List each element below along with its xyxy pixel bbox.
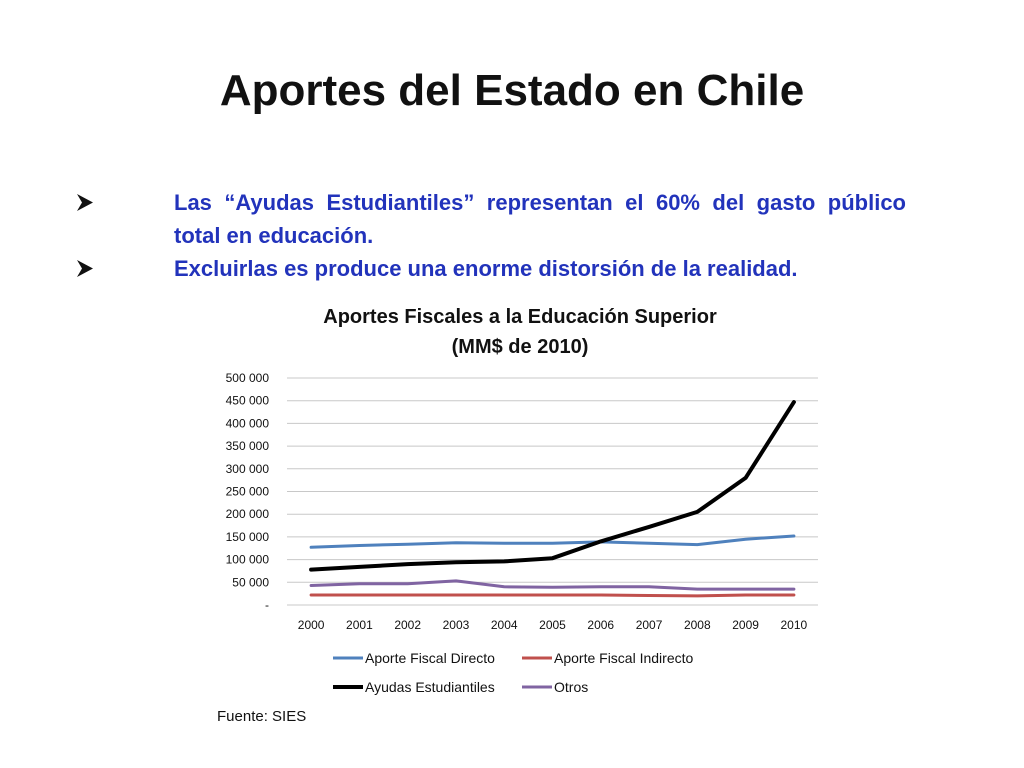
- legend-label: Aporte Fiscal Indirecto: [554, 650, 693, 666]
- x-tick-label: 2009: [732, 618, 759, 632]
- series-line: [309, 579, 796, 591]
- bullet-item: Las “Ayudas Estudiantiles” representan e…: [70, 186, 906, 252]
- source-note: Fuente: SIES: [217, 708, 307, 725]
- x-tick-label: 2010: [781, 618, 808, 632]
- x-tick-label: 2008: [684, 618, 711, 632]
- arrowhead-bullet-icon: [77, 260, 93, 277]
- x-tick-label: 2003: [443, 618, 470, 632]
- bullet-text: Las “Ayudas Estudiantiles” representan e…: [174, 190, 906, 248]
- series-line: [309, 593, 796, 598]
- legend-label: Otros: [554, 679, 588, 695]
- y-tick-label: 250 000: [226, 485, 270, 499]
- series-line: [309, 534, 796, 549]
- line-chart: Aportes Fiscales a la Educación Superior…: [226, 306, 818, 695]
- y-tick-label: 50 000: [232, 575, 269, 589]
- y-tick-label: -: [265, 598, 269, 612]
- bullet-item: Excluirlas es produce una enorme distors…: [70, 252, 906, 285]
- arrowhead-bullet-icon: [77, 194, 93, 211]
- x-tick-label: 2007: [636, 618, 663, 632]
- series-line: [309, 400, 796, 572]
- y-tick-label: 500 000: [226, 371, 270, 385]
- x-tick-label: 2004: [491, 618, 518, 632]
- chart-title: Aportes Fiscales a la Educación Superior: [323, 306, 717, 328]
- y-tick-label: 200 000: [226, 507, 270, 521]
- x-tick-label: 2002: [394, 618, 421, 632]
- x-tick-label: 2000: [298, 618, 325, 632]
- bullet-list: Las “Ayudas Estudiantiles” representan e…: [70, 186, 906, 285]
- slide-title: Aportes del Estado en Chile: [219, 66, 805, 115]
- chart-subtitle: (MM$ de 2010): [452, 336, 589, 358]
- bullet-text: Excluirlas es produce una enorme distors…: [174, 256, 798, 281]
- y-tick-label: 350 000: [226, 439, 270, 453]
- legend-label: Aporte Fiscal Directo: [365, 650, 495, 666]
- x-tick-label: 2005: [539, 618, 566, 632]
- y-tick-label: 450 000: [226, 394, 270, 408]
- y-tick-label: 100 000: [226, 553, 270, 567]
- y-tick-label: 400 000: [226, 416, 270, 430]
- x-tick-label: 2001: [346, 618, 373, 632]
- legend-label: Ayudas Estudiantiles: [365, 679, 495, 695]
- x-tick-label: 2006: [587, 618, 614, 632]
- y-tick-label: 150 000: [226, 530, 270, 544]
- y-tick-label: 300 000: [226, 462, 270, 476]
